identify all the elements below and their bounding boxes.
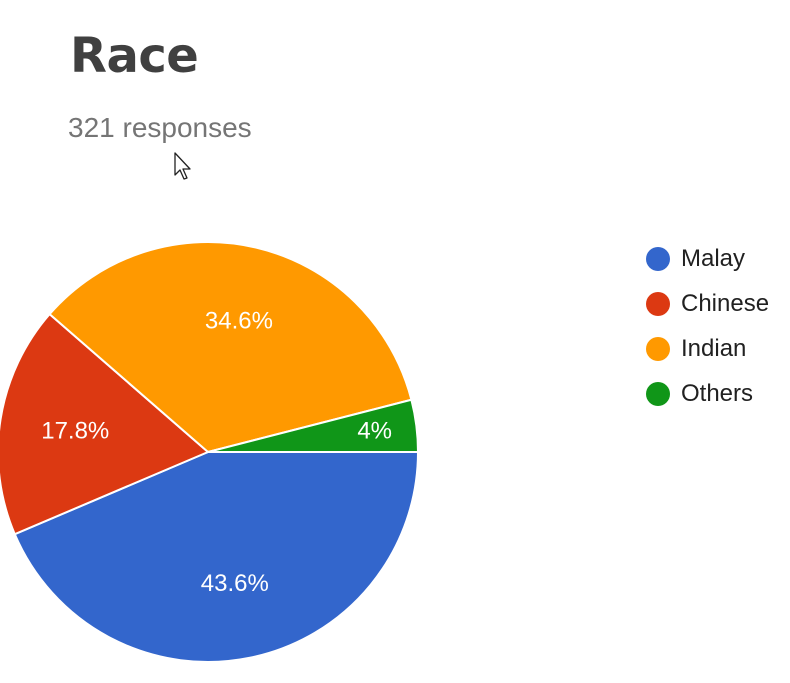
pie-label-malay: 43.6% — [201, 570, 269, 597]
legend-label-indian: Indian — [681, 334, 747, 362]
legend-label-chinese: Chinese — [681, 289, 770, 317]
legend-label-others: Others — [681, 379, 754, 407]
pie-slice-malay[interactable] — [13, 451, 420, 663]
pie-label-indian: 34.6% — [205, 308, 273, 335]
legend-item-chinese[interactable]: Chinese — [646, 281, 769, 326]
legend-item-indian[interactable]: Indian — [646, 326, 769, 371]
response-count: 321 responses — [68, 112, 252, 143]
legend-item-others[interactable]: Others — [646, 371, 769, 416]
legend: Malay Chinese Indian Others — [646, 236, 769, 416]
legend-item-malay[interactable]: Malay — [646, 236, 769, 281]
pie-slice-others[interactable] — [207, 398, 420, 453]
pie-slice-indian[interactable] — [48, 241, 413, 454]
pie-label-others: 4% — [357, 417, 392, 444]
chart-title: Race — [70, 28, 199, 84]
pie-slice-chinese[interactable] — [0, 312, 210, 536]
pie-slices — [0, 241, 420, 663]
pie-labels: 43.6% 17.8% 34.6% 4% — [41, 308, 392, 597]
legend-swatch-malay — [646, 246, 670, 271]
mouse-cursor-icon — [174, 152, 191, 180]
legend-swatch-chinese — [646, 291, 670, 316]
legend-swatch-indian — [646, 336, 670, 361]
pie-label-chinese: 17.8% — [41, 417, 109, 444]
legend-label-malay: Malay — [681, 244, 746, 272]
legend-swatch-others — [646, 381, 670, 406]
